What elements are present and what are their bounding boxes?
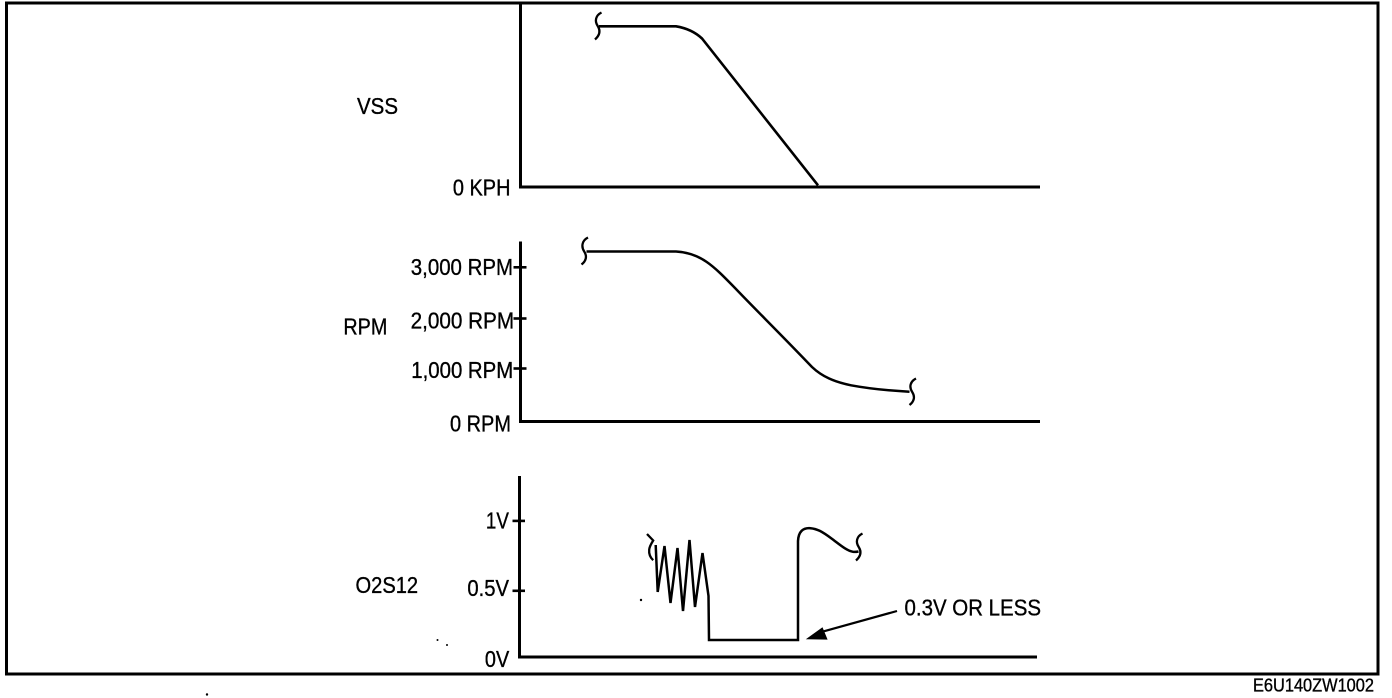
svg-text:O2S12: O2S12 xyxy=(356,572,419,598)
svg-text:1V: 1V xyxy=(486,507,510,533)
svg-text:0.3V OR LESS: 0.3V OR LESS xyxy=(905,595,1042,621)
svg-text:2,000 RPM: 2,000 RPM xyxy=(411,308,514,334)
svg-text:0V: 0V xyxy=(485,646,510,672)
svg-text:0 RPM: 0 RPM xyxy=(450,410,511,436)
svg-text:E6U140ZW1002: E6U140ZW1002 xyxy=(1253,674,1374,695)
svg-text:RPM: RPM xyxy=(343,313,387,339)
svg-text:0 KPH: 0 KPH xyxy=(453,175,511,201)
svg-text:1,000 RPM: 1,000 RPM xyxy=(411,357,513,383)
svg-text:3,000 RPM: 3,000 RPM xyxy=(411,254,513,280)
svg-text:0.5V: 0.5V xyxy=(467,575,509,601)
svg-text:VSS: VSS xyxy=(357,93,398,119)
